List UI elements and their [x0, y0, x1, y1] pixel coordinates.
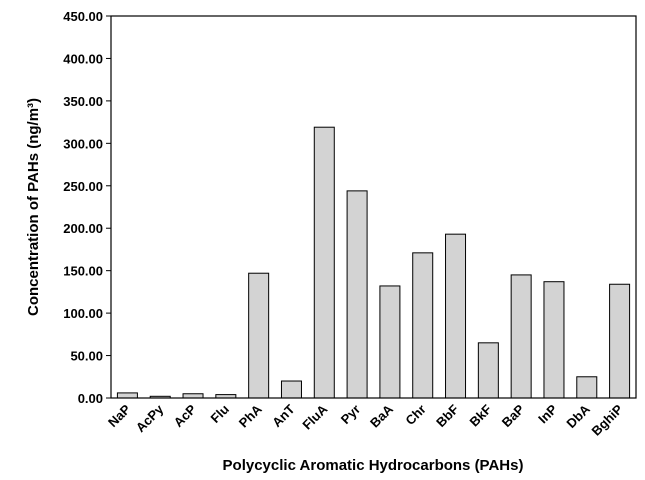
y-tick-label: 0.00 — [78, 391, 103, 406]
bar — [116, 392, 138, 399]
x-tick-label: BbF — [433, 401, 462, 430]
x-tick-label: Chr — [402, 402, 428, 428]
y-axis-title: Concentration of PAHs (ng/m³) — [25, 98, 42, 316]
bar — [543, 281, 565, 399]
x-tick-label: AcPy — [133, 401, 167, 435]
bar — [576, 376, 598, 399]
bar — [313, 126, 335, 399]
bar — [477, 342, 499, 399]
x-tick-label: PhA — [236, 401, 265, 430]
bar — [510, 274, 532, 399]
y-tick-label: 400.00 — [63, 51, 103, 66]
bar — [346, 190, 368, 399]
y-tick-label: 150.00 — [63, 264, 103, 279]
bar — [609, 283, 631, 399]
y-tick-label: 300.00 — [63, 136, 103, 151]
bar — [280, 380, 302, 399]
y-tick-label: 200.00 — [63, 221, 103, 236]
x-tick-label: NaP — [105, 401, 134, 430]
x-tick-label: BkF — [466, 401, 494, 429]
y-tick-label: 50.00 — [70, 349, 103, 364]
x-tick-label: Pyr — [338, 402, 363, 427]
y-tick-label: 350.00 — [63, 94, 103, 109]
x-axis-title: Polycyclic Aromatic Hydrocarbons (PAHs) — [223, 457, 524, 474]
x-tick-label: BaP — [499, 401, 528, 430]
y-tick-label: 250.00 — [63, 179, 103, 194]
x-tick-label: BghiP — [589, 401, 626, 438]
x-tick-label: BaA — [367, 401, 396, 430]
bar — [182, 393, 204, 399]
x-tick-label: Flu — [208, 401, 232, 425]
y-tick-label: 450.00 — [63, 9, 103, 24]
plot-frame — [110, 15, 637, 399]
x-tick-label: AnT — [269, 401, 298, 430]
x-tick-label: FluA — [299, 401, 330, 432]
bar — [379, 285, 401, 399]
x-tick-label: AcP — [171, 401, 200, 430]
bar — [445, 233, 467, 399]
bar — [412, 252, 434, 399]
bar — [248, 272, 270, 399]
y-tick-label: 100.00 — [63, 306, 103, 321]
x-tick-label: InP — [535, 401, 560, 426]
